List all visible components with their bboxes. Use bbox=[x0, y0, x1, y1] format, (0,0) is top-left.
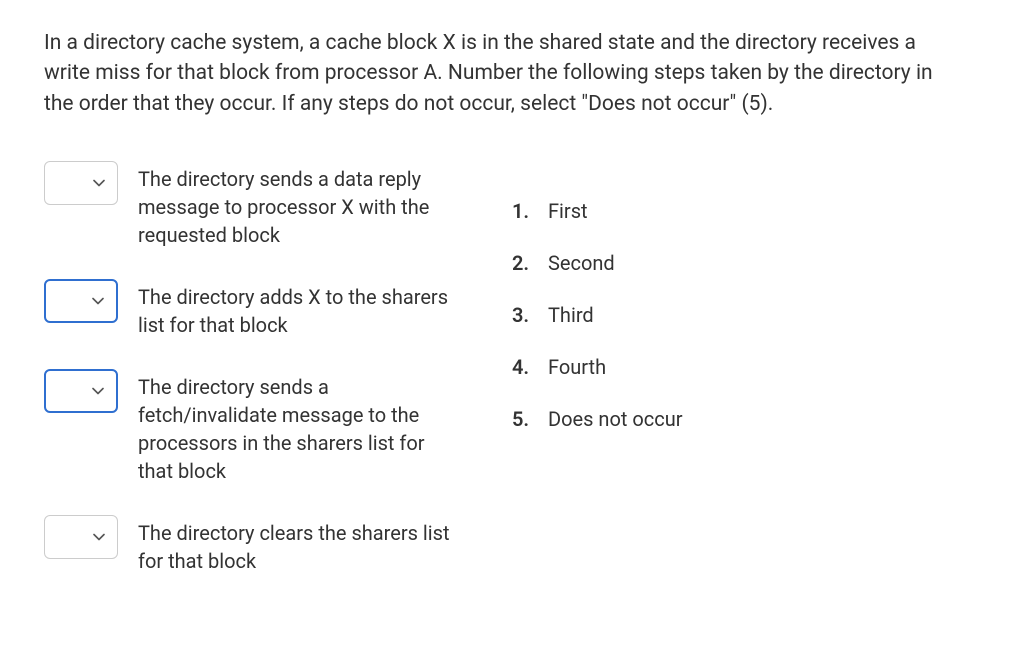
answer-key-list: 1. First 2. Second 3. Third 4. Fourth 5.… bbox=[512, 199, 683, 431]
answer-label: Does not occur bbox=[548, 407, 683, 431]
match-item: The directory clears the sharers list fo… bbox=[44, 515, 464, 575]
answer-option: 2. Second bbox=[512, 251, 683, 275]
match-item-text: The directory sends a data reply message… bbox=[138, 161, 464, 249]
answer-label: Fourth bbox=[548, 355, 606, 379]
answer-label: Third bbox=[548, 303, 594, 327]
answer-key-column: 1. First 2. Second 3. Third 4. Fourth 5.… bbox=[512, 161, 683, 575]
content-row: The directory sends a data reply message… bbox=[44, 161, 980, 575]
chevron-down-icon bbox=[93, 531, 105, 543]
order-dropdown-3[interactable] bbox=[44, 369, 118, 413]
answer-label: Second bbox=[548, 251, 615, 275]
match-item-text: The directory sends a fetch/invalidate m… bbox=[138, 369, 464, 485]
match-item: The directory adds X to the sharers list… bbox=[44, 279, 464, 339]
answer-label: First bbox=[548, 199, 588, 223]
chevron-down-icon bbox=[93, 177, 105, 189]
answer-number: 5. bbox=[512, 407, 534, 431]
order-dropdown-1[interactable] bbox=[44, 161, 118, 205]
answer-option: 4. Fourth bbox=[512, 355, 683, 379]
answer-number: 1. bbox=[512, 199, 534, 223]
answer-option: 1. First bbox=[512, 199, 683, 223]
match-item-text: The directory adds X to the sharers list… bbox=[138, 279, 464, 339]
match-item: The directory sends a data reply message… bbox=[44, 161, 464, 249]
match-item-text: The directory clears the sharers list fo… bbox=[138, 515, 464, 575]
answer-number: 2. bbox=[512, 251, 534, 275]
order-dropdown-2[interactable] bbox=[44, 279, 118, 323]
answer-option: 3. Third bbox=[512, 303, 683, 327]
match-item: The directory sends a fetch/invalidate m… bbox=[44, 369, 464, 485]
order-dropdown-4[interactable] bbox=[44, 515, 118, 559]
chevron-down-icon bbox=[92, 295, 104, 307]
question-prompt: In a directory cache system, a cache blo… bbox=[44, 28, 964, 119]
answer-number: 4. bbox=[512, 355, 534, 379]
answer-number: 3. bbox=[512, 303, 534, 327]
match-items-column: The directory sends a data reply message… bbox=[44, 161, 464, 575]
chevron-down-icon bbox=[92, 385, 104, 397]
answer-option: 5. Does not occur bbox=[512, 407, 683, 431]
